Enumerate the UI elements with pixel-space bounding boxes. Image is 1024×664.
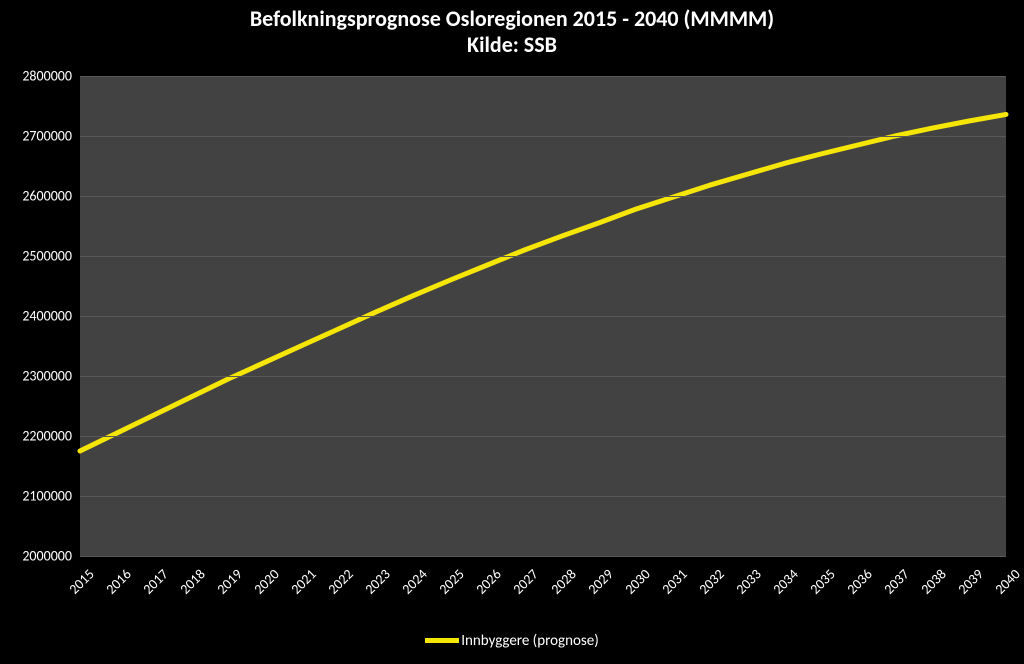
legend-swatch	[425, 638, 459, 643]
x-tick-label: 2029	[578, 560, 616, 598]
x-tick-label: 2015	[60, 560, 98, 598]
gridline	[80, 556, 1006, 557]
y-tick-label: 2400000	[22, 308, 80, 325]
x-tick-label: 2037	[875, 560, 913, 598]
x-tick-label: 2017	[134, 560, 172, 598]
gridline	[80, 196, 1006, 197]
y-tick-label: 2100000	[22, 488, 80, 505]
series-line	[80, 114, 1006, 451]
x-tick-label: 2023	[356, 560, 394, 598]
legend: Innbyggere (prognose)	[0, 630, 1024, 650]
x-tick-label: 2018	[171, 560, 209, 598]
x-tick-label: 2020	[245, 560, 283, 598]
x-tick-label: 2034	[764, 560, 802, 598]
gridline	[80, 316, 1006, 317]
y-tick-label: 2600000	[22, 188, 80, 205]
x-tick-label: 2019	[208, 560, 246, 598]
chart-container: Befolkningsprognose Osloregionen 2015 - …	[0, 0, 1024, 664]
x-tick-label: 2040	[986, 560, 1024, 598]
x-tick-label: 2039	[949, 560, 987, 598]
x-tick-label: 2025	[430, 560, 468, 598]
gridline	[80, 256, 1006, 257]
x-tick-label: 2030	[616, 560, 654, 598]
x-tick-label: 2031	[653, 560, 691, 598]
gridline	[80, 496, 1006, 497]
x-tick-label: 2022	[319, 560, 357, 598]
x-tick-label: 2033	[727, 560, 765, 598]
x-tick-label: 2027	[504, 560, 542, 598]
chart-title-line1: Befolkningsprognose Osloregionen 2015 - …	[0, 6, 1024, 32]
y-tick-label: 2000000	[22, 548, 80, 565]
x-tick-label: 2035	[801, 560, 839, 598]
gridline	[80, 376, 1006, 377]
x-tick-label: 2016	[97, 560, 135, 598]
x-tick-label: 2038	[912, 560, 950, 598]
y-tick-label: 2500000	[22, 248, 80, 265]
x-tick-label: 2024	[393, 560, 431, 598]
chart-title: Befolkningsprognose Osloregionen 2015 - …	[0, 6, 1024, 59]
chart-title-line2: Kilde: SSB	[0, 32, 1024, 58]
gridline	[80, 436, 1006, 437]
legend-label: Innbyggere (prognose)	[461, 632, 599, 650]
y-tick-label: 2800000	[22, 68, 80, 85]
x-tick-label: 2032	[690, 560, 728, 598]
x-tick-label: 2028	[541, 560, 579, 598]
legend-item: Innbyggere (prognose)	[425, 632, 599, 650]
x-tick-label: 2036	[838, 560, 876, 598]
y-tick-label: 2300000	[22, 368, 80, 385]
gridline	[80, 136, 1006, 137]
y-tick-label: 2200000	[22, 428, 80, 445]
gridline	[80, 76, 1006, 77]
x-tick-label: 2026	[467, 560, 505, 598]
x-tick-label: 2021	[282, 560, 320, 598]
y-tick-label: 2700000	[22, 128, 80, 145]
plot-area: 2000000210000022000002300000240000025000…	[80, 76, 1006, 556]
